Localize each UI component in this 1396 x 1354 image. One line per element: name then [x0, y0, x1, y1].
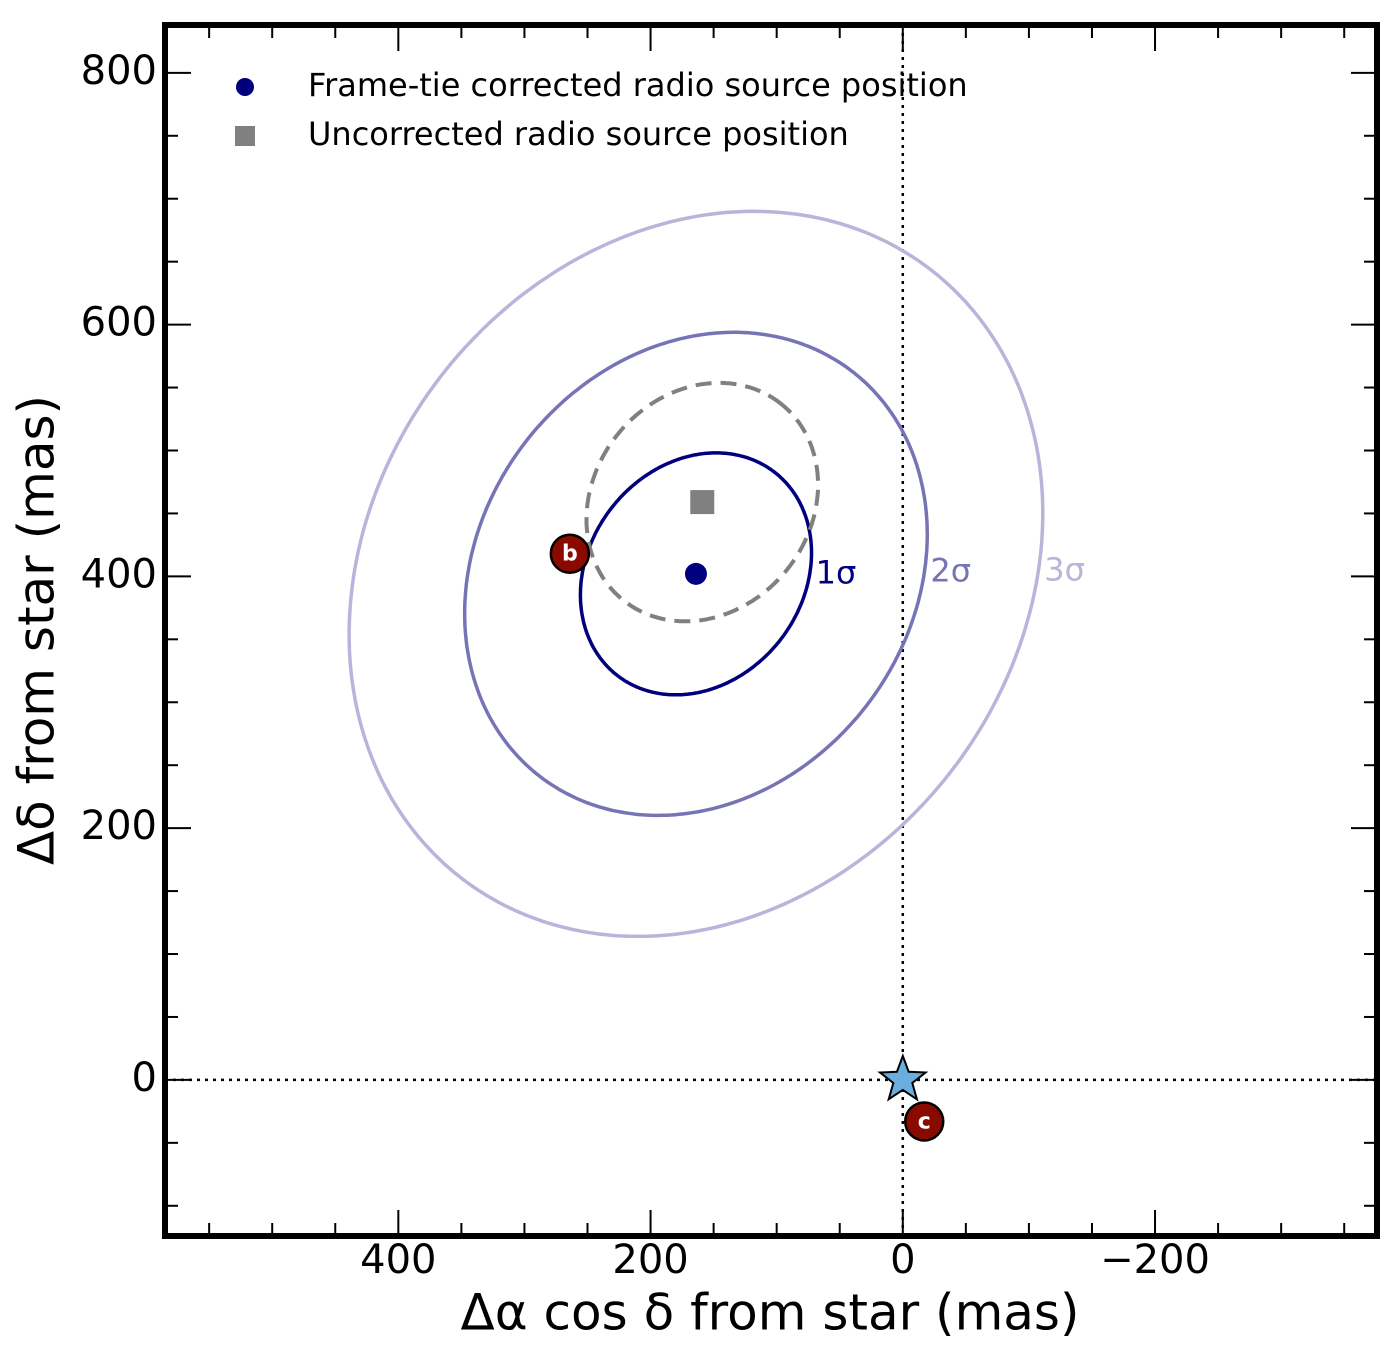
x-tick-label: −200 — [1100, 1237, 1210, 1283]
legend-marker — [236, 78, 254, 96]
y-tick-label: 200 — [81, 803, 157, 849]
planet-label: b — [562, 542, 578, 567]
star — [877, 1053, 929, 1102]
legend-label: Frame-tie corrected radio source positio… — [308, 66, 968, 104]
data-point — [684, 562, 707, 585]
x-tick-label: 400 — [360, 1237, 436, 1283]
confidence-ellipse — [347, 209, 1045, 939]
ellipse-label: 1σ — [816, 554, 857, 592]
ellipse-label: 3σ — [1044, 550, 1085, 588]
planet — [903, 1101, 945, 1142]
y-tick-label: 400 — [81, 551, 157, 597]
plot-frame — [162, 22, 1380, 1239]
x-axis-label: Δα cos δ from star (mas) — [461, 1284, 1080, 1342]
ellipse-label: 2σ — [930, 552, 971, 590]
y-tick-label: 0 — [132, 1055, 157, 1101]
planet-label: c — [918, 1109, 931, 1134]
x-tick-label: 0 — [890, 1237, 915, 1283]
y-tick-label: 800 — [81, 48, 157, 94]
confidence-ellipse — [578, 451, 814, 697]
y-tick-label: 600 — [81, 300, 157, 346]
planet — [549, 533, 591, 574]
confidence-ellipse — [462, 330, 930, 818]
data-point — [690, 490, 715, 515]
x-tick-label: 200 — [612, 1237, 688, 1283]
legend-marker — [235, 126, 255, 146]
y-axis-label: Δδ from star (mas) — [8, 395, 66, 865]
legend-label: Uncorrected radio source position — [308, 115, 849, 153]
